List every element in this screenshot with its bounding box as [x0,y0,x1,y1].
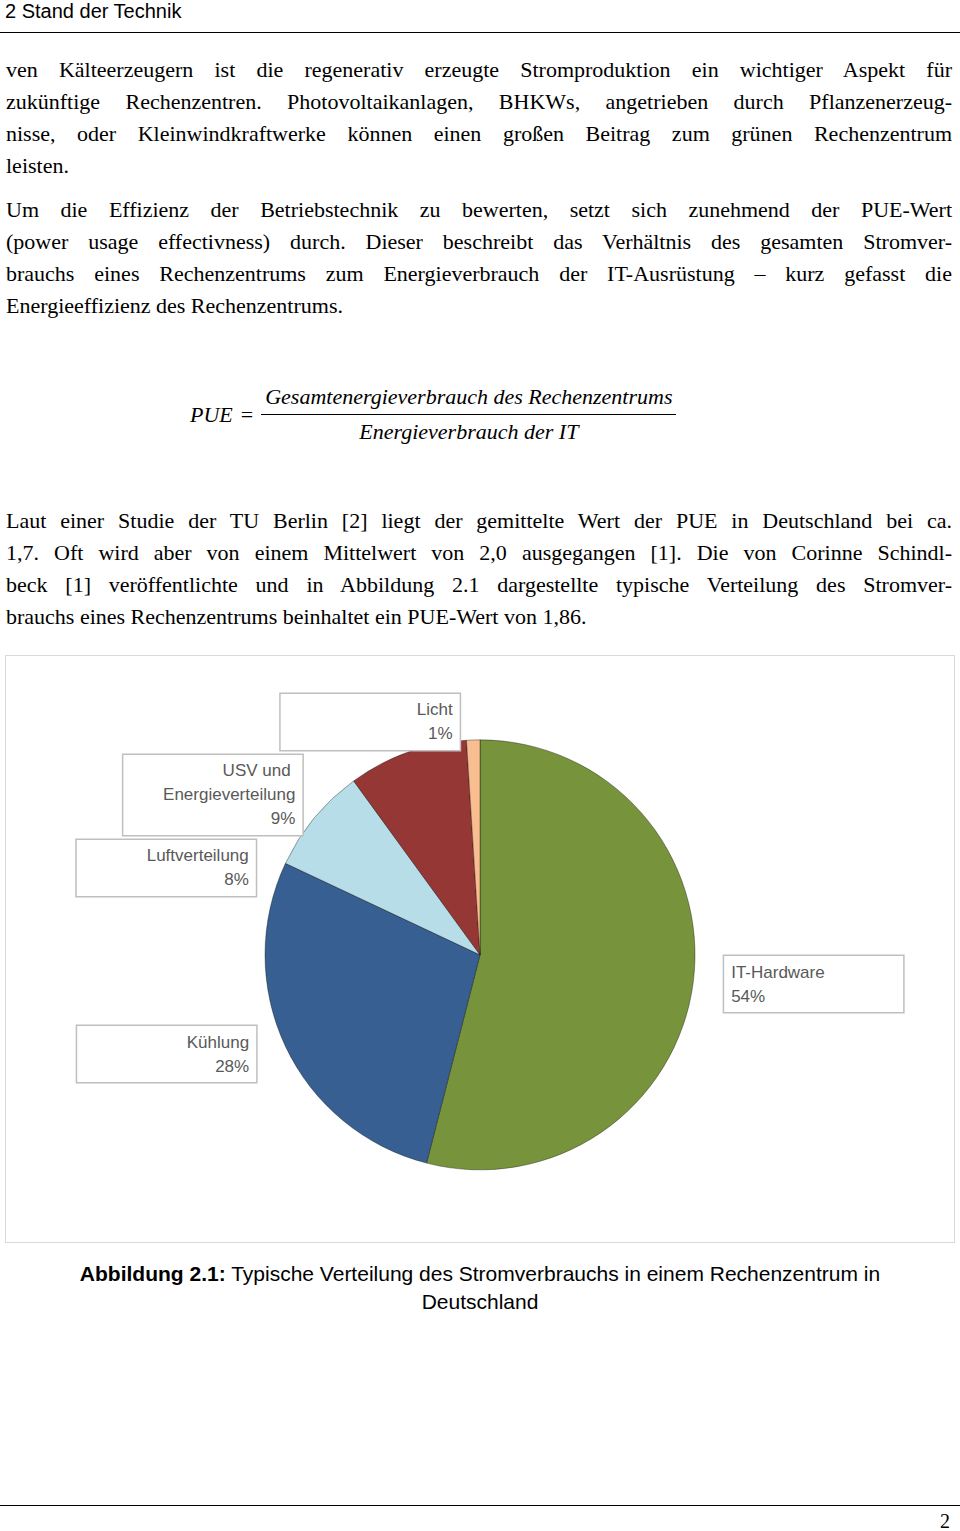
html-text:leisten.: leisten. [6,153,69,178]
svg-text:Licht: Licht [417,700,453,719]
html-text:Energieeffizienz des Rechenzen: Energieeffizienz des Rechenzentrums. [6,293,343,318]
svg-text:Energieverteilung: Energieverteilung [163,785,295,804]
html-text:ven Kälteerzeugern ist die reg: ven Kälteerzeugern ist die regenerativ e… [6,57,952,82]
svg-text:8%: 8% [224,870,249,889]
svg-text:IT-Hardware: IT-Hardware [731,963,825,982]
html-text:brauchs eines Rechenzentrums b: brauchs eines Rechenzentrums beinhaltet … [6,604,587,629]
html-text:Gesamtenergieverbrauch des Rec: Gesamtenergieverbrauch des Rechenzentrum… [265,384,673,409]
html-text:PUE =: PUE = [190,401,254,427]
svg-text:1%: 1% [428,724,453,743]
html-text:nisse, oder Kleinwindkraftwerk: nisse, oder Kleinwindkraftwerke können e… [6,121,952,146]
html-text:brauchs eines Rechenzentrums z: brauchs eines Rechenzentrums zum Energie… [6,261,952,286]
html-text:2 Stand der Technik: 2 Stand der Technik [5,0,182,22]
svg-text:28%: 28% [215,1057,249,1076]
html-text:1,7. Oft wird aber von einem M: 1,7. Oft wird aber von einem Mittelwert … [6,540,952,565]
svg-text:Kühlung: Kühlung [187,1033,249,1052]
svg-text:9%: 9% [271,809,296,828]
svg-text:USV und: USV und [223,761,296,780]
html-text:Energieverbrauch der IT: Energieverbrauch der IT [359,419,579,444]
html-text:Um die Effizienz der Betriebst: Um die Effizienz der Betriebstechnik zu … [6,197,952,222]
html-text:zukünftige Rechenzentren. Phot: zukünftige Rechenzentren. Photovoltaikan… [6,89,952,114]
html-text:Deutschland: Deutschland [421,1290,539,1313]
html-text:2: 2 [940,1510,950,1531]
html-text:beck [1] veröffentlichte und i: beck [1] veröffentlichte und in Abbildun… [6,572,952,597]
svg-text:54%: 54% [731,987,765,1006]
html-text:Laut einer Studie der TU Berli: Laut einer Studie der TU Berlin [2] lieg… [6,508,952,533]
html-text:Abbildung 2.1: Typische Vertei: Abbildung 2.1: Typische Verteilung des S… [79,1262,881,1285]
svg-text:Luftverteilung: Luftverteilung [147,846,249,865]
html-text:(power usage effectivness) dur: (power usage effectivness) durch. Dieser… [6,229,952,254]
